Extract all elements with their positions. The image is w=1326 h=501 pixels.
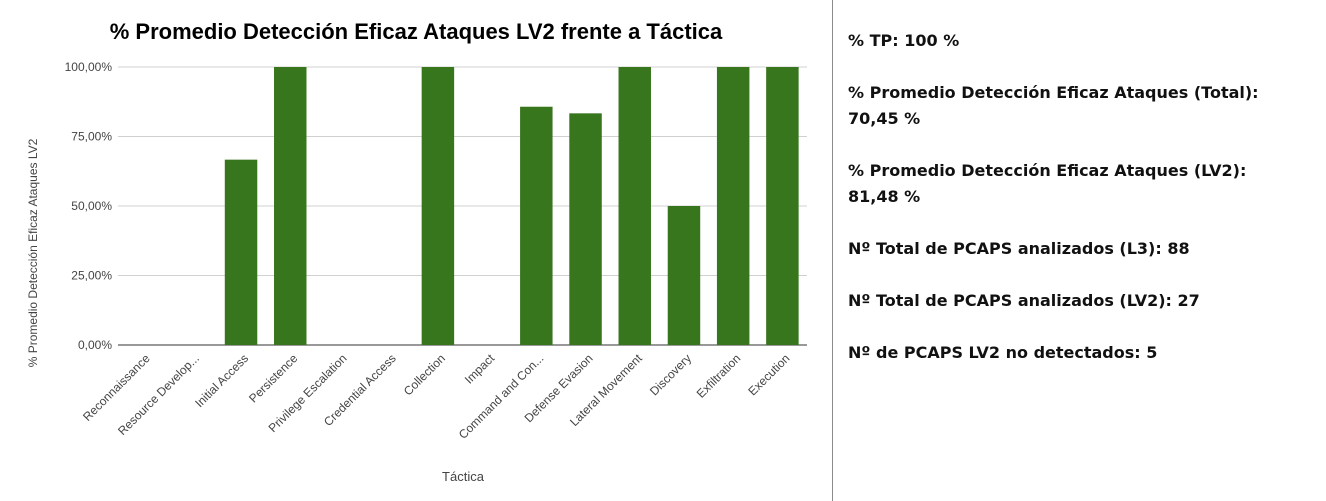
stats-panel: % TP: 100 % % Promedio Detección Eficaz … [848,28,1308,392]
stat-tp-label: % TP: [848,31,899,50]
stat-tp: % TP: 100 % [848,28,1308,54]
x-tick-label: Collection [401,351,448,398]
stat-total-l3-value: 88 [1167,239,1190,258]
x-tick-label: Discovery [647,351,694,398]
bar [569,113,602,346]
stat-avg-lv2-value: 81,48 % [848,187,921,206]
stat-total-lv2-value: 27 [1177,291,1200,310]
bar [421,67,455,345]
bar [224,159,258,345]
chart-panel: % Promedio Detección Eficaz Ataques LV2 … [26,19,807,484]
stat-undetected: Nº de PCAPS LV2 no detectados: 5 [848,340,1308,366]
stat-total-l3-label: Nº Total de PCAPS analizados (L3): [848,239,1162,258]
bar [667,206,701,345]
panel-divider [832,0,833,501]
stat-total-lv2-label: Nº Total de PCAPS analizados (LV2): [848,291,1172,310]
y-tick-label: 0,00% [78,338,112,352]
stat-avg-total-value: 70,45 % [848,109,921,128]
bar-chart: % Promedio Detección Eficaz Ataques LV2 … [26,19,807,484]
bar [716,67,750,345]
stat-tp-value: 100 % [904,31,960,50]
stat-total-lv2: Nº Total de PCAPS analizados (LV2): 27 [848,288,1308,314]
x-tick-label: Impact [462,351,498,387]
stat-avg-lv2: % Promedio Detección Eficaz Ataques (LV2… [848,158,1308,210]
stat-avg-total: % Promedio Detección Eficaz Ataques (Tot… [848,80,1308,132]
y-tick-label: 75,00% [71,130,112,144]
y-tick-label: 25,00% [71,269,112,283]
x-tick-label: Command and Con... [456,351,547,442]
stat-undetected-label: Nº de PCAPS LV2 no detectados: [848,343,1141,362]
x-tick-label: Execution [745,351,792,398]
y-tick-label: 100,00% [65,60,113,74]
y-axis-title: % Promedio Detección Eficaz Ataques LV2 [26,138,40,367]
y-tick-label: 50,00% [71,199,112,213]
stat-avg-total-label: % Promedio Detección Eficaz Ataques (Tot… [848,83,1259,102]
stat-avg-lv2-label: % Promedio Detección Eficaz Ataques (LV2… [848,161,1247,180]
x-tick-label: Resource Develop... [115,351,202,438]
chart-title: % Promedio Detección Eficaz Ataques LV2 … [110,19,723,44]
stat-undetected-value: 5 [1146,343,1158,362]
bar [766,67,799,345]
x-tick-label: Exfiltration [694,351,744,401]
bar [520,106,553,345]
x-axis-title: Táctica [442,469,485,484]
bar [618,67,651,345]
bar [274,67,307,345]
stat-total-l3: Nº Total de PCAPS analizados (L3): 88 [848,236,1308,262]
x-tick-label: Initial Access [192,351,251,410]
